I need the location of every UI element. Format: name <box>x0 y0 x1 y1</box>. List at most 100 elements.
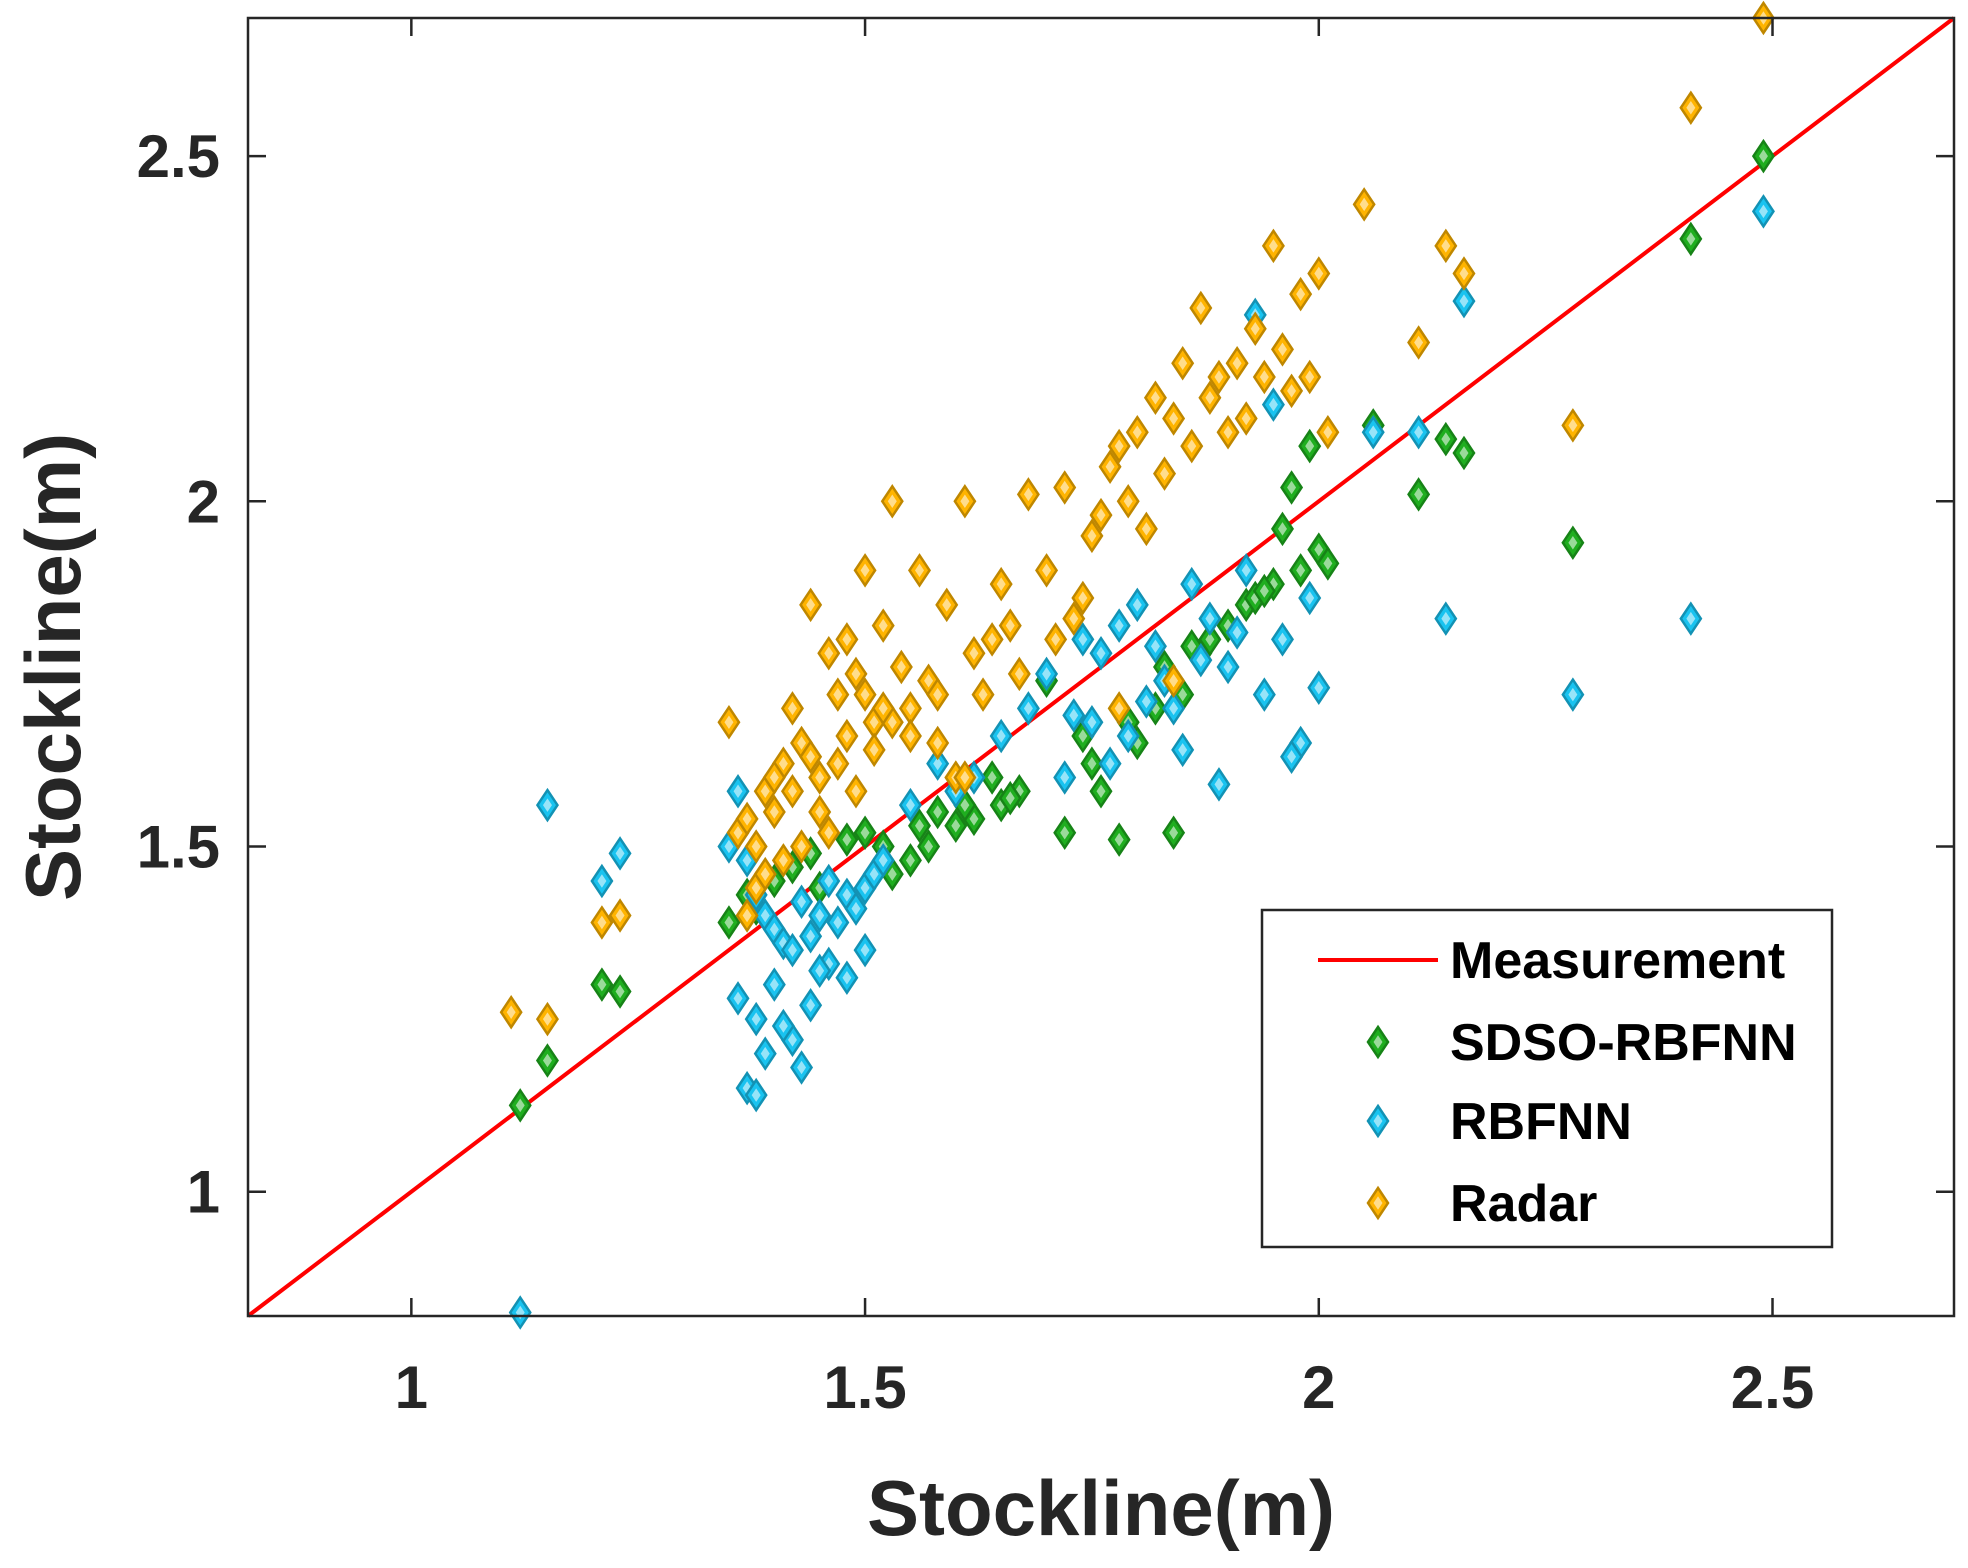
point-radar-core <box>1105 460 1115 474</box>
point-radar-core <box>924 674 934 688</box>
point-radar-core <box>1060 480 1070 495</box>
point-radar-core <box>1187 439 1197 453</box>
point-sdso-rbfnn-core <box>1078 729 1088 743</box>
point-radar-core <box>1441 239 1451 253</box>
point-radar-core <box>842 729 852 743</box>
series-radar <box>499 0 1775 1037</box>
point-rbfnn-core <box>806 998 816 1013</box>
point-rbfnn-core <box>815 964 825 978</box>
point-radar-core <box>1023 487 1033 502</box>
point-sdso-rbfnn-core <box>842 832 852 847</box>
point-rbfnn-core <box>733 991 743 1006</box>
point-radar-core <box>905 701 915 716</box>
y-tick-label: 2.5 <box>137 123 220 190</box>
point-radar-core <box>815 770 825 785</box>
point-rbfnn-core <box>1105 756 1115 771</box>
point-rbfnn-core <box>769 922 779 937</box>
point-sdso-rbfnn-core <box>1205 632 1215 647</box>
point-rbfnn-core <box>905 798 915 812</box>
point-radar-core <box>1241 411 1251 426</box>
point-radar-core <box>742 908 752 923</box>
point-rbfnn-core <box>615 846 625 861</box>
point-radar-core <box>878 618 888 633</box>
point-sdso-rbfnn-core <box>969 812 979 826</box>
point-radar-core <box>1314 266 1324 281</box>
point-rbfnn-core <box>1686 611 1696 626</box>
point-sdso-rbfnn-core <box>1005 791 1015 805</box>
point-rbfnn-core <box>733 784 743 799</box>
point-rbfnn-core <box>806 929 816 944</box>
point-radar-core <box>787 784 797 799</box>
point-rbfnn-core <box>1150 639 1160 654</box>
x-tick-label: 1 <box>395 1354 428 1421</box>
point-radar-core <box>960 494 970 509</box>
point-rbfnn-core <box>751 1012 761 1026</box>
point-radar-core <box>1259 370 1269 384</box>
point-radar-core <box>751 839 761 854</box>
point-rbfnn-core <box>1078 632 1088 647</box>
point-rbfnn-core <box>724 839 734 854</box>
y-tick-label: 1 <box>187 1159 220 1226</box>
legend-label: Radar <box>1450 1175 1597 1233</box>
point-rbfnn-core <box>1178 743 1188 757</box>
point-sdso-rbfnn-core <box>597 977 607 992</box>
point-rbfnn-core <box>1060 770 1070 785</box>
y-tick-label: 2 <box>187 468 220 535</box>
point-rbfnn-core <box>1169 701 1179 716</box>
point-sdso-rbfnn-core <box>987 770 997 785</box>
point-radar-core <box>769 770 779 785</box>
point-radar-core <box>1268 239 1278 253</box>
point-radar-core <box>1096 508 1106 522</box>
point-sdso-rbfnn-core <box>1686 232 1696 246</box>
point-rbfnn-core <box>1196 653 1206 667</box>
point-sdso-rbfnn-core <box>1178 687 1188 702</box>
point-radar-core <box>597 915 607 930</box>
point-radar-core <box>724 715 734 729</box>
point-radar-core <box>1277 342 1287 357</box>
point-radar-core <box>733 825 743 840</box>
point-rbfnn-core <box>1087 715 1097 729</box>
point-rbfnn-core <box>778 1019 788 1033</box>
point-radar-core <box>806 750 816 764</box>
x-tick-label: 2 <box>1302 1354 1335 1421</box>
point-radar-core <box>751 881 761 895</box>
point-radar-core <box>760 867 770 881</box>
point-radar-core <box>1287 384 1297 398</box>
point-sdso-rbfnn-core <box>1087 756 1097 771</box>
point-radar-core <box>1114 439 1124 453</box>
point-sdso-rbfnn-core <box>887 867 897 881</box>
point-radar-core <box>833 756 843 771</box>
point-rbfnn-core <box>542 798 552 812</box>
point-rbfnn-core <box>1568 687 1578 702</box>
point-sdso-rbfnn-core <box>1568 535 1578 550</box>
point-radar-core <box>887 715 897 729</box>
point-rbfnn-core <box>1132 598 1142 612</box>
point-sdso-rbfnn-core <box>960 798 970 812</box>
point-rbfnn-core <box>1414 425 1424 440</box>
point-radar-core <box>742 812 752 826</box>
point-rbfnn-core <box>1141 694 1151 709</box>
point-radar-core <box>1414 335 1424 350</box>
point-rbfnn-core <box>860 881 870 895</box>
point-radar-core <box>1042 563 1052 578</box>
legend-item-measurement: Measurement <box>1318 932 1785 990</box>
point-radar-core <box>1169 674 1179 688</box>
point-rbfnn-core <box>1114 618 1124 633</box>
point-sdso-rbfnn-core <box>615 984 625 999</box>
point-radar-core <box>860 563 870 578</box>
point-radar-core <box>778 853 788 868</box>
point-sdso-rbfnn-core <box>1414 487 1424 502</box>
point-radar-core <box>1005 618 1015 633</box>
y-axis-label: Stockline(m) <box>9 433 97 901</box>
point-sdso-rbfnn-core <box>542 1053 552 1068</box>
point-rbfnn-core <box>760 908 770 923</box>
point-rbfnn-core <box>1241 563 1251 578</box>
point-rbfnn-core <box>1042 667 1052 681</box>
point-rbfnn-core <box>1277 632 1287 647</box>
point-rbfnn-core <box>996 729 1006 743</box>
point-radar-core <box>1323 425 1333 440</box>
point-sdso-rbfnn-core <box>1314 542 1324 557</box>
point-radar-core <box>1459 266 1469 281</box>
